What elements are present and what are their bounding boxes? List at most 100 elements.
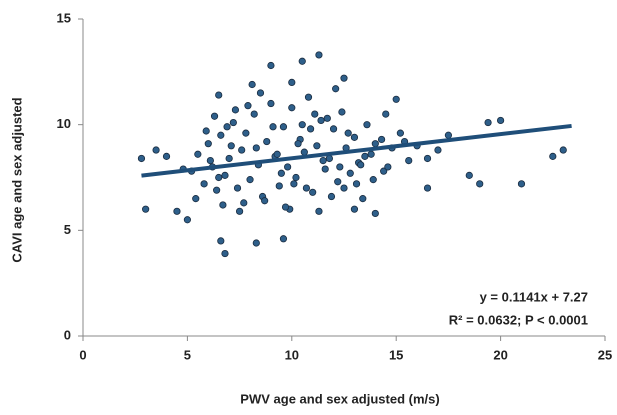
point bbox=[294, 140, 302, 148]
point bbox=[309, 188, 317, 196]
point bbox=[298, 121, 306, 129]
point bbox=[396, 129, 404, 137]
point bbox=[173, 207, 181, 215]
point bbox=[321, 165, 329, 173]
y-tick-label: 5 bbox=[64, 222, 71, 237]
point bbox=[206, 156, 214, 165]
point bbox=[267, 61, 275, 70]
point bbox=[350, 205, 359, 213]
point bbox=[219, 201, 227, 209]
point bbox=[336, 163, 344, 171]
point bbox=[210, 112, 219, 120]
point bbox=[288, 104, 296, 112]
point bbox=[300, 148, 308, 156]
point bbox=[434, 146, 442, 154]
point bbox=[344, 129, 352, 137]
point bbox=[350, 133, 359, 141]
point bbox=[192, 195, 200, 203]
point bbox=[142, 205, 150, 213]
y-tick-label: 10 bbox=[57, 116, 71, 131]
point bbox=[256, 89, 265, 97]
point bbox=[204, 140, 212, 148]
point bbox=[423, 154, 432, 163]
annotation: y = 0.1141x + 7.27 bbox=[480, 289, 588, 304]
point bbox=[346, 169, 354, 177]
point bbox=[221, 171, 229, 179]
point bbox=[549, 152, 557, 160]
point bbox=[267, 99, 275, 108]
point bbox=[217, 131, 225, 139]
point bbox=[236, 207, 244, 215]
point bbox=[233, 184, 242, 192]
point bbox=[221, 249, 229, 258]
point bbox=[377, 135, 386, 144]
point bbox=[225, 154, 233, 163]
point bbox=[248, 80, 256, 89]
point bbox=[217, 237, 225, 245]
point bbox=[306, 125, 315, 133]
point bbox=[202, 127, 210, 135]
point bbox=[359, 195, 367, 203]
point bbox=[290, 180, 298, 188]
point bbox=[317, 116, 325, 125]
point bbox=[242, 129, 250, 137]
point bbox=[238, 146, 246, 154]
x-tick-label: 0 bbox=[79, 347, 86, 362]
point bbox=[137, 154, 146, 163]
y-tick-label: 0 bbox=[64, 327, 71, 342]
point bbox=[484, 118, 492, 127]
point bbox=[269, 123, 277, 131]
point bbox=[288, 78, 296, 87]
point bbox=[313, 142, 321, 150]
point bbox=[405, 156, 413, 165]
point bbox=[517, 180, 526, 188]
point bbox=[215, 91, 223, 99]
point bbox=[496, 116, 505, 125]
annotation: R² = 0.0632; P < 0.0001 bbox=[449, 312, 588, 327]
y-axis-label: CAVI age and sex adjusted bbox=[9, 97, 24, 262]
point bbox=[371, 140, 379, 148]
point bbox=[231, 106, 240, 114]
point bbox=[363, 121, 371, 129]
point bbox=[250, 110, 258, 118]
point bbox=[340, 74, 348, 82]
point bbox=[183, 216, 191, 224]
point bbox=[246, 176, 254, 184]
point bbox=[352, 180, 361, 188]
point bbox=[279, 235, 288, 243]
point bbox=[340, 184, 348, 192]
point bbox=[369, 176, 377, 184]
point bbox=[281, 203, 290, 211]
point bbox=[279, 123, 288, 131]
point bbox=[152, 146, 160, 154]
point bbox=[162, 152, 171, 160]
x-tick-label: 25 bbox=[598, 347, 612, 362]
point bbox=[465, 171, 473, 179]
point bbox=[213, 186, 221, 194]
point bbox=[319, 156, 327, 165]
point bbox=[263, 137, 271, 146]
point bbox=[392, 95, 400, 103]
point bbox=[200, 180, 208, 188]
point bbox=[302, 184, 311, 192]
x-axis-label: PWV age and sex adjusted (m/s) bbox=[240, 391, 439, 406]
point bbox=[559, 146, 567, 154]
point bbox=[323, 114, 331, 122]
point bbox=[244, 102, 252, 110]
y-tick-label: 15 bbox=[57, 10, 71, 25]
x-tick-label: 10 bbox=[285, 347, 299, 362]
point bbox=[240, 199, 248, 207]
point bbox=[423, 184, 432, 192]
x-tick-label: 15 bbox=[389, 347, 403, 362]
point bbox=[252, 239, 260, 247]
point bbox=[384, 163, 392, 171]
point bbox=[273, 150, 281, 158]
point bbox=[476, 180, 484, 188]
point bbox=[298, 57, 306, 65]
point bbox=[227, 142, 235, 150]
point bbox=[277, 169, 285, 177]
point bbox=[261, 197, 269, 205]
trend-line bbox=[141, 123, 572, 178]
point bbox=[367, 150, 375, 158]
